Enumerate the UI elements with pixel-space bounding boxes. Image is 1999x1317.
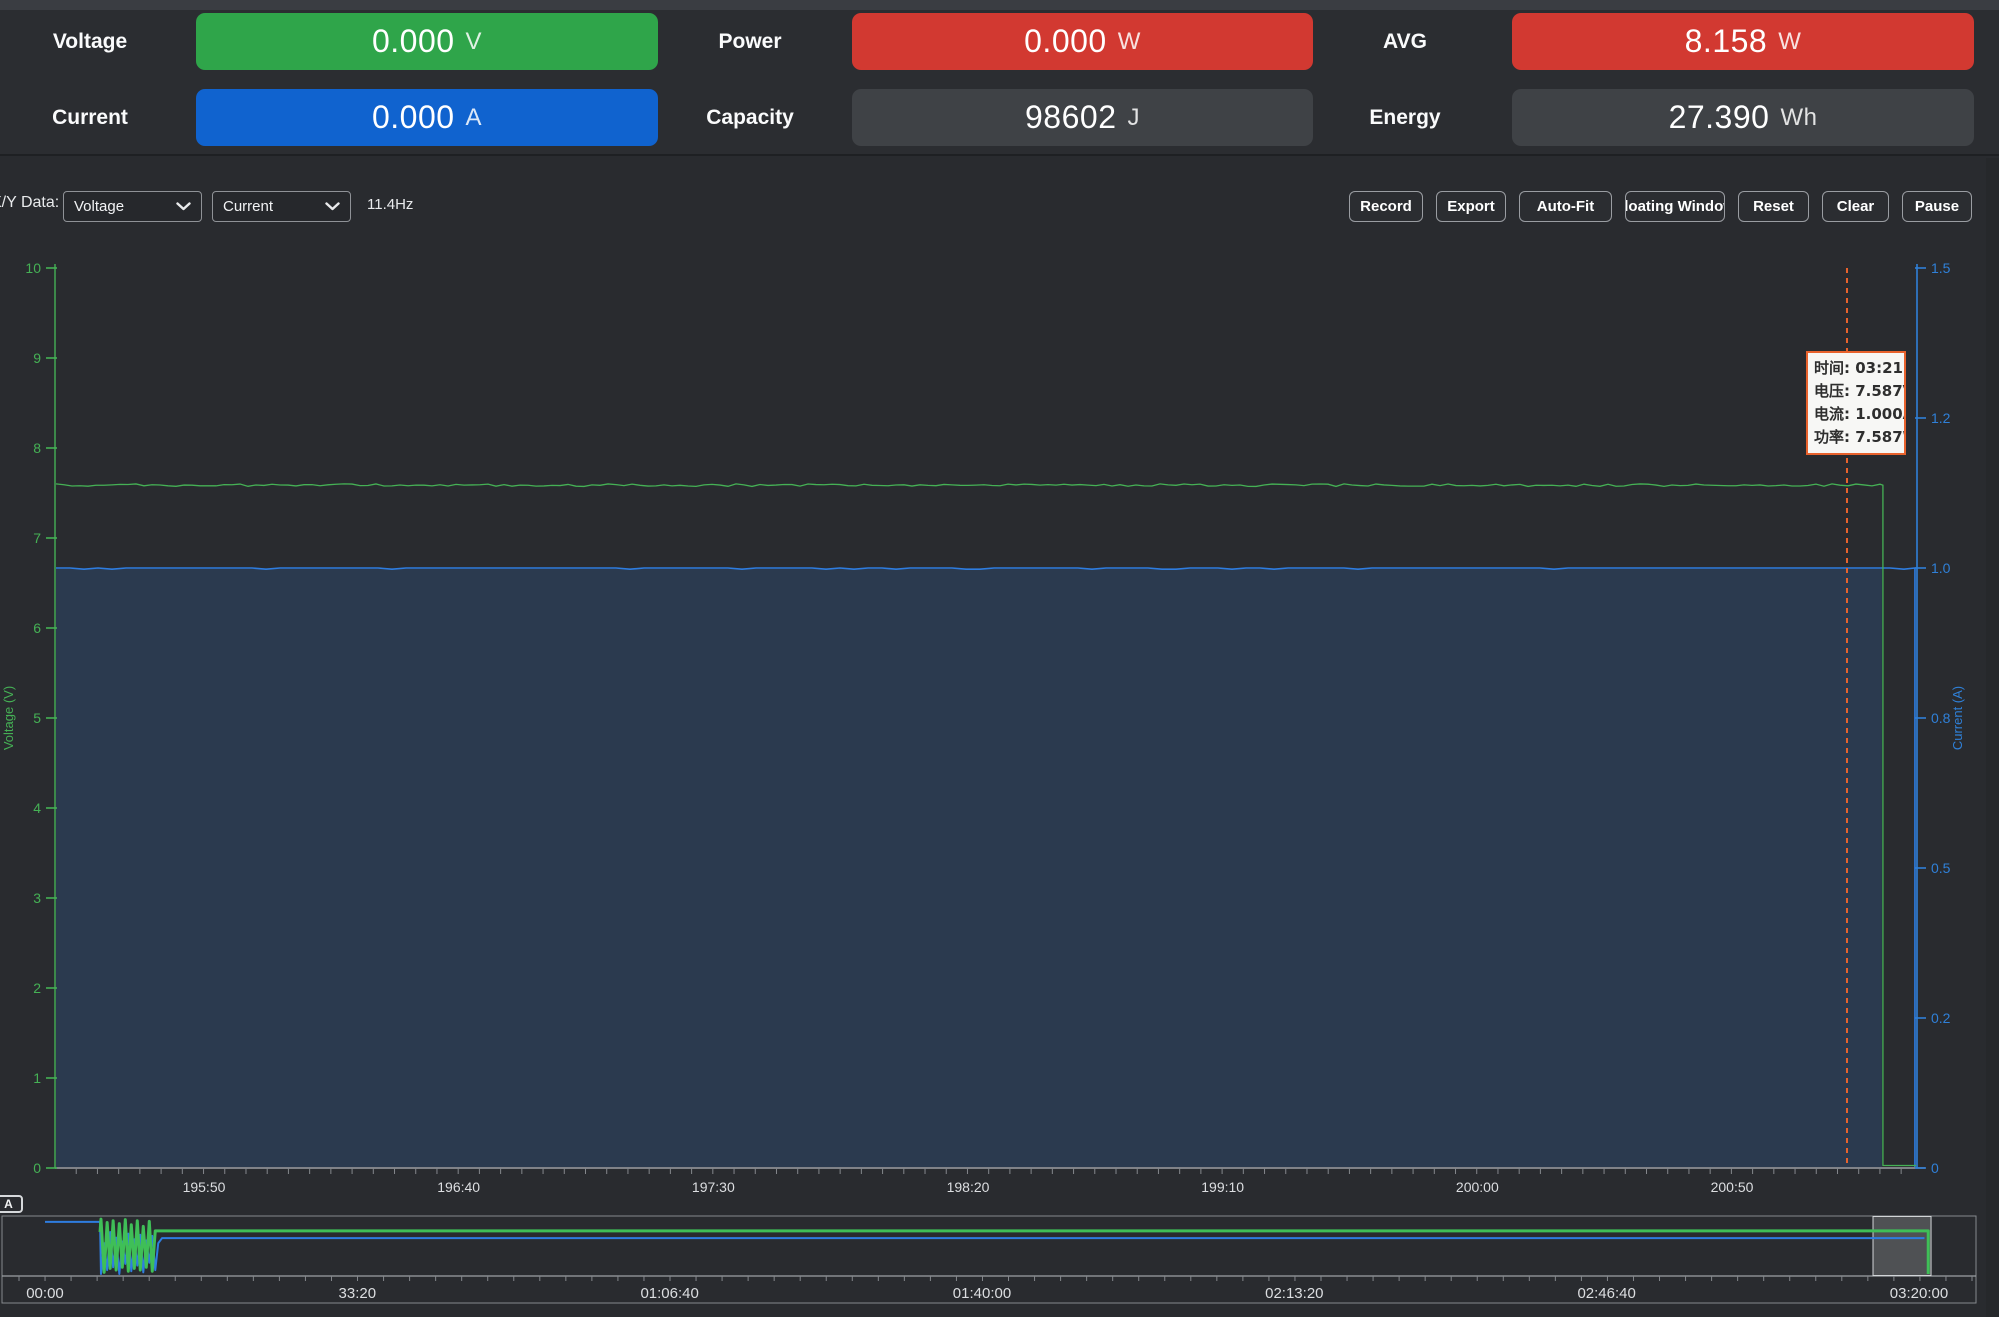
record-button[interactable]: Record [1349, 191, 1423, 222]
chart-toolbar: X/Y Data: Voltage Current 11.4Hz Record … [0, 158, 1999, 240]
capacity-label: Capacity [706, 105, 794, 129]
voltage-value: 0.000 [371, 23, 455, 59]
minimap-voltage-line [98, 1217, 1930, 1274]
energy-label: Energy [1369, 105, 1441, 129]
minimap-tick-label: 00:00 [26, 1285, 64, 1302]
minimap-frame [1, 1215, 1977, 1304]
x-tick-label: 195:50 [183, 1179, 226, 1195]
x-tick-label: 200:50 [1711, 1179, 1754, 1195]
sample-rate-label: 11.4Hz [367, 196, 414, 213]
energy-unit: Wh [1780, 103, 1818, 131]
left-tick-label: 6 [33, 620, 41, 636]
minimap-tick-label: 01:06:40 [640, 1285, 698, 1302]
capacity-value-box[interactable]: 98602 J [852, 89, 1313, 146]
autoscale-toggle[interactable]: A [0, 1195, 23, 1213]
auto-fit-button[interactable]: Auto-Fit [1519, 191, 1612, 222]
voltage-series-line [55, 483, 1916, 1167]
clear-button[interactable]: Clear [1822, 191, 1889, 222]
minimap-tick-label: 02:46:40 [1577, 1285, 1635, 1302]
left-tick-label: 8 [33, 440, 41, 456]
voltage-value-box[interactable]: 0.000 V [196, 13, 658, 70]
pause-button[interactable]: Pause [1902, 191, 1972, 222]
main-chart[interactable]: 195:50 196:40 197:30 198:20 199:10 200:00 200:… [0, 240, 1999, 1220]
right-tick-label: 0.2 [1931, 1010, 1951, 1026]
power-value: 0.000 [1024, 23, 1107, 59]
minimap-tick-label: 33:20 [339, 1285, 377, 1302]
right-edge-strip [1986, 158, 1999, 1317]
capacity-value: 98602 [1025, 99, 1117, 135]
right-axis-title: Current (A) [1950, 686, 1965, 750]
avg-value: 8.158 [1684, 23, 1768, 59]
left-axis-title: Voltage (V) [1, 686, 16, 750]
metrics-panel: Voltage 0.000 V Current 0.000 A Power 0.… [0, 0, 1999, 156]
window-top-strip [0, 0, 1999, 10]
capacity-unit: J [1127, 103, 1140, 131]
left-tick-label: 1 [33, 1070, 41, 1086]
tooltip-current: 电流: 1.000A [1814, 405, 1906, 423]
minimap-tick-label: 01:40:00 [953, 1285, 1011, 1302]
chevron-down-icon [325, 202, 340, 211]
y-data-dropdown[interactable]: Current [212, 191, 351, 222]
y-data-selected: Current [223, 198, 274, 215]
x-data-selected: Voltage [74, 198, 125, 215]
current-series-line [56, 567, 1916, 1167]
avg-label: AVG [1383, 29, 1427, 53]
x-tick-label: 196:40 [437, 1179, 480, 1195]
right-tick-label: 1.5 [1931, 260, 1951, 276]
left-tick-label: 4 [33, 800, 41, 816]
tooltip-power: 功率: 7.587W [1814, 428, 1904, 446]
right-tick-label: 0 [1931, 1160, 1939, 1176]
left-tick-label: 10 [25, 260, 41, 276]
chevron-down-icon [176, 202, 191, 211]
avg-unit: W [1778, 27, 1802, 55]
left-tick-label: 3 [33, 890, 41, 906]
tooltip-voltage: 电压: 7.587V [1814, 382, 1906, 400]
x-tick-label: 200:00 [1456, 1179, 1499, 1195]
x-data-dropdown[interactable]: Voltage [63, 191, 202, 222]
voltage-unit: V [465, 27, 483, 55]
current-value: 0.000 [371, 99, 455, 135]
power-unit: W [1117, 27, 1141, 55]
left-tick-label: 2 [33, 980, 41, 996]
energy-value: 27.390 [1668, 99, 1770, 135]
xy-data-label: X/Y Data: [0, 194, 60, 211]
energy-value-box[interactable]: 27.390 Wh [1512, 89, 1974, 146]
minimap-tick-label: 03:20:00 [1890, 1285, 1948, 1302]
right-tick-label: 1.2 [1931, 410, 1951, 426]
left-tick-label: 7 [33, 530, 41, 546]
current-fill-area [56, 569, 1882, 1167]
avg-value-box[interactable]: 8.158 W [1512, 13, 1974, 70]
current-label: Current [52, 105, 128, 129]
left-tick-label: 9 [33, 350, 41, 366]
current-value-box[interactable]: 0.000 A [196, 89, 658, 146]
right-tick-label: 1.0 [1931, 560, 1951, 576]
x-tick-label: 198:20 [947, 1179, 990, 1195]
power-label: Power [718, 29, 782, 53]
x-tick-label: 197:30 [692, 1179, 735, 1195]
voltage-label: Voltage [52, 29, 128, 53]
right-tick-label: 0.5 [1931, 860, 1951, 876]
minimap-viewport[interactable] [1872, 1216, 1932, 1276]
minimap-chart[interactable]: 00:00 33:20 01:06:40 01:40:00 02:13:20 02:46:… [0, 1195, 1999, 1317]
current-unit: A [465, 103, 483, 131]
x-tick-label: 199:10 [1201, 1179, 1244, 1195]
cursor-tooltip: 时间: 03:21:1 电压: 7.587V 电流: 1.000A 功率: 7.… [1806, 351, 1906, 455]
power-value-box[interactable]: 0.000 W [852, 13, 1313, 70]
toolbar-buttons: Record Export Auto-Fit Floating Window R… [1349, 191, 1972, 222]
minimap-tick-label: 02:13:20 [1265, 1285, 1323, 1302]
export-button[interactable]: Export [1436, 191, 1506, 222]
tooltip-time: 时间: 03:21:1 [1814, 359, 1904, 377]
right-tick-label: 0.8 [1931, 710, 1951, 726]
floating-window-button[interactable]: Floating Window [1625, 191, 1725, 222]
left-tick-label: 5 [33, 710, 41, 726]
left-tick-label: 0 [33, 1160, 41, 1176]
reset-button[interactable]: Reset [1738, 191, 1809, 222]
